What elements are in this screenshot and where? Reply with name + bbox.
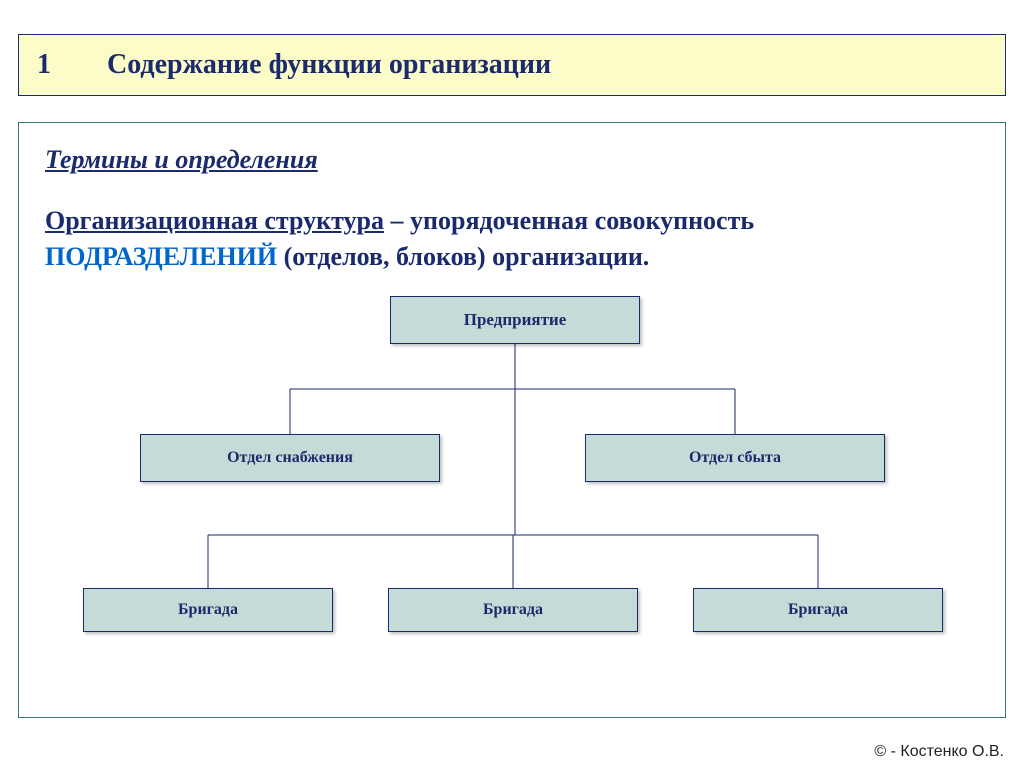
org-chart: Предприятие Отдел снабжения Отдел сбыта Бри… bbox=[45, 296, 979, 656]
header-title: Содержание функции организации bbox=[107, 49, 551, 81]
definition-term: Организационная структура bbox=[45, 206, 384, 235]
org-node-root: Предприятие bbox=[390, 296, 640, 344]
definition-text-2: (отделов, блоков) организации. bbox=[277, 242, 649, 271]
org-node-dept2: Отдел сбыта bbox=[585, 434, 885, 482]
header-number: 1 bbox=[37, 49, 51, 81]
org-node-brig3: Бригада bbox=[693, 588, 943, 632]
footer-copyright: © - Костенко О.В. bbox=[874, 743, 1004, 761]
definition-highlight: ПОДРАЗДЕЛЕНИЙ bbox=[45, 242, 277, 271]
definition-paragraph: Организационная структура – упорядоченна… bbox=[45, 203, 979, 276]
org-node-brig1: Бригада bbox=[83, 588, 333, 632]
org-node-brig2: Бригада bbox=[388, 588, 638, 632]
content-box: Термины и определения Организационная ст… bbox=[18, 122, 1006, 718]
header-bar: 1 Содержание функции организации bbox=[18, 34, 1006, 96]
org-node-dept1: Отдел снабжения bbox=[140, 434, 440, 482]
definition-text-1: – упорядоченная совокупность bbox=[384, 206, 754, 235]
terms-title: Термины и определения bbox=[45, 145, 979, 175]
